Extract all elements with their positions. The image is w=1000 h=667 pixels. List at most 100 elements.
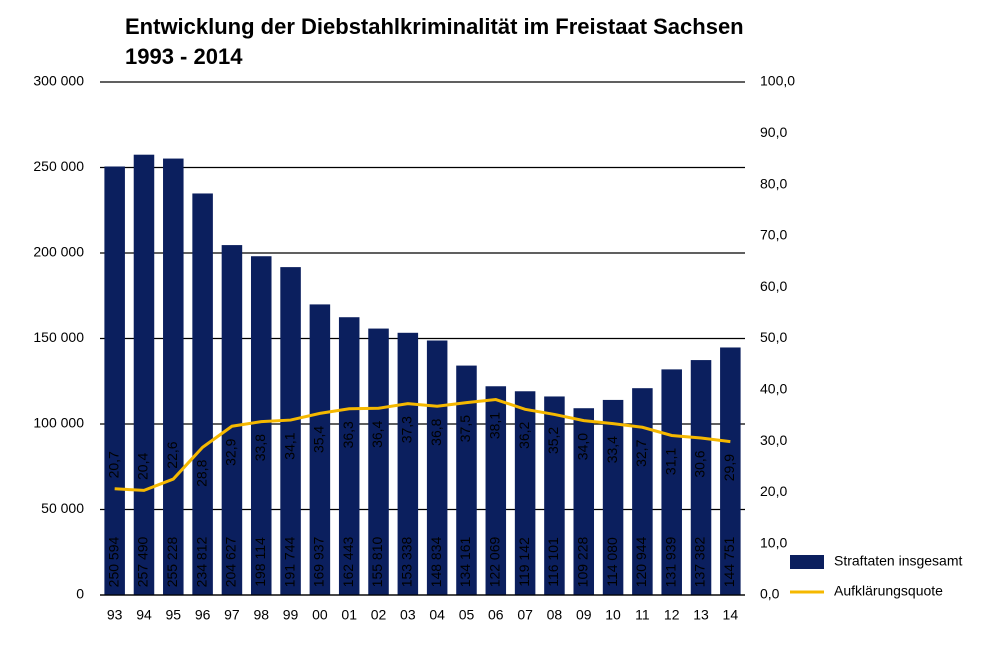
bar-value-label: 144 751 (721, 536, 737, 587)
line-value-label: 38,1 (486, 412, 502, 439)
bar (602, 399, 624, 595)
x-tick-label: 04 (429, 607, 445, 623)
bar-value-label: 155 810 (369, 536, 385, 587)
y2-tick-label: 10,0 (760, 534, 787, 550)
bar (280, 267, 301, 595)
bar (661, 369, 682, 595)
x-tick-label: 01 (341, 607, 357, 623)
bar-value-label: 198 114 (252, 537, 268, 587)
bar (690, 360, 712, 595)
bar (192, 193, 213, 595)
x-tick-label: 08 (547, 607, 563, 623)
x-tick-label: 06 (488, 607, 504, 623)
x-tick-label: 93 (107, 607, 123, 623)
bar-value-label: 137 382 (692, 536, 708, 587)
x-tick-label: 00 (312, 607, 328, 623)
line (114, 398, 731, 492)
x-tick-label: 02 (371, 607, 387, 623)
bar (514, 391, 536, 595)
line-value-label: 36,3 (340, 421, 356, 448)
line-value-label: 29,9 (721, 454, 737, 481)
y2-tick-label: 90,0 (760, 124, 787, 140)
line-value-label: 37,3 (399, 416, 415, 443)
x-tick-label: 13 (693, 607, 709, 623)
line-value-label: 36,8 (428, 418, 444, 445)
bar (573, 408, 595, 595)
x-tick-label: 98 (253, 607, 269, 623)
x-tick-label: 09 (576, 607, 592, 623)
bar-value-label: 255 228 (164, 536, 180, 587)
bar-value-label: 234 812 (193, 536, 209, 587)
x-tick-label: 03 (400, 607, 416, 623)
x-tick-label: 11 (635, 607, 650, 623)
y-tick-label: 100 000 (33, 415, 84, 431)
bar (309, 304, 331, 595)
bar-value-label: 114 080 (604, 537, 620, 587)
bar (720, 347, 741, 595)
bar-value-label: 109 228 (574, 536, 590, 587)
x-tick-label: 10 (605, 607, 621, 623)
line-value-label: 28,8 (193, 459, 209, 486)
y-tick-label: 150 000 (33, 329, 84, 345)
x-tick-label: 05 (459, 607, 475, 623)
line-value-label: 22,6 (164, 441, 180, 468)
bar (133, 154, 155, 596)
bar (163, 158, 184, 595)
bar-value-label: 148 834 (428, 536, 444, 587)
x-tick-label: 14 (723, 607, 739, 623)
y-tick-label: 250 000 (33, 158, 84, 174)
bar-value-label: 120 944 (633, 536, 649, 587)
y2-tick-label: 20,0 (760, 483, 787, 499)
line-value-label: 20,4 (135, 453, 151, 480)
bar-value-label: 204 627 (223, 536, 239, 587)
y2-tick-label: 70,0 (760, 227, 787, 243)
bar-value-label: 116 101 (545, 537, 561, 587)
chart-title: Entwicklung der Diebstahlkriminalität im… (125, 14, 744, 39)
x-tick-label: 94 (136, 607, 152, 623)
line-value-label: 36,2 (516, 421, 532, 448)
legend-swatch (790, 555, 824, 569)
line-value-label: 35,2 (545, 427, 561, 454)
bar-value-label: 162 443 (340, 536, 356, 587)
line-value-label: 31,1 (662, 448, 678, 475)
x-tick-label: 95 (166, 607, 182, 623)
bar-value-label: 191 744 (281, 536, 297, 587)
x-tick-label: 97 (224, 607, 240, 623)
line-value-label: 37,5 (457, 415, 473, 442)
line-value-label: 32,9 (223, 438, 239, 465)
y2-tick-label: 50,0 (760, 329, 787, 345)
x-tick-label: 96 (195, 607, 211, 623)
bar (397, 332, 419, 595)
chart-subtitle: 1993 - 2014 (125, 44, 243, 69)
bar-value-label: 134 161 (457, 536, 473, 587)
bar (250, 256, 272, 595)
line-value-label: 30,6 (692, 450, 708, 477)
legend-label: Straftaten insgesamt (834, 553, 963, 569)
x-tick-label: 12 (664, 607, 680, 623)
line-value-label: 20,7 (105, 451, 121, 478)
bar (456, 365, 477, 595)
bar (338, 317, 360, 595)
bar (221, 245, 243, 595)
line-value-label: 35,4 (311, 426, 327, 453)
bar-value-label: 119 142 (516, 537, 532, 587)
x-tick-label: 99 (283, 607, 299, 623)
y2-tick-label: 0,0 (760, 586, 780, 602)
legend-label: Aufklärungsquote (834, 583, 943, 599)
line-value-label: 34,1 (281, 432, 297, 459)
bar-value-label: 169 937 (311, 536, 327, 587)
x-tick-label: 07 (517, 607, 533, 623)
line-value-label: 36,4 (369, 420, 385, 447)
line-value-label: 33,8 (252, 434, 268, 461)
bar-value-label: 250 594 (105, 536, 121, 587)
bar (368, 328, 389, 595)
y2-tick-label: 30,0 (760, 432, 787, 448)
y2-tick-label: 100,0 (760, 73, 795, 89)
bar (544, 396, 565, 595)
y2-tick-label: 40,0 (760, 381, 787, 397)
y-tick-label: 0 (76, 586, 84, 602)
y-tick-label: 200 000 (33, 244, 84, 260)
line-value-label: 34,0 (574, 433, 590, 460)
bar (632, 388, 653, 595)
